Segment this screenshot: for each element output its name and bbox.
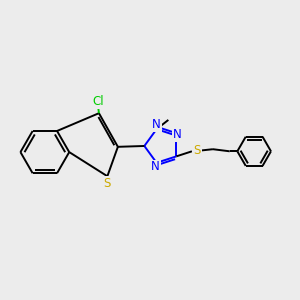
Text: N: N (152, 160, 160, 173)
Text: N: N (173, 128, 182, 141)
Text: Cl: Cl (92, 95, 104, 108)
Text: S: S (104, 177, 111, 190)
Text: N: N (152, 118, 161, 131)
Text: S: S (193, 144, 201, 157)
